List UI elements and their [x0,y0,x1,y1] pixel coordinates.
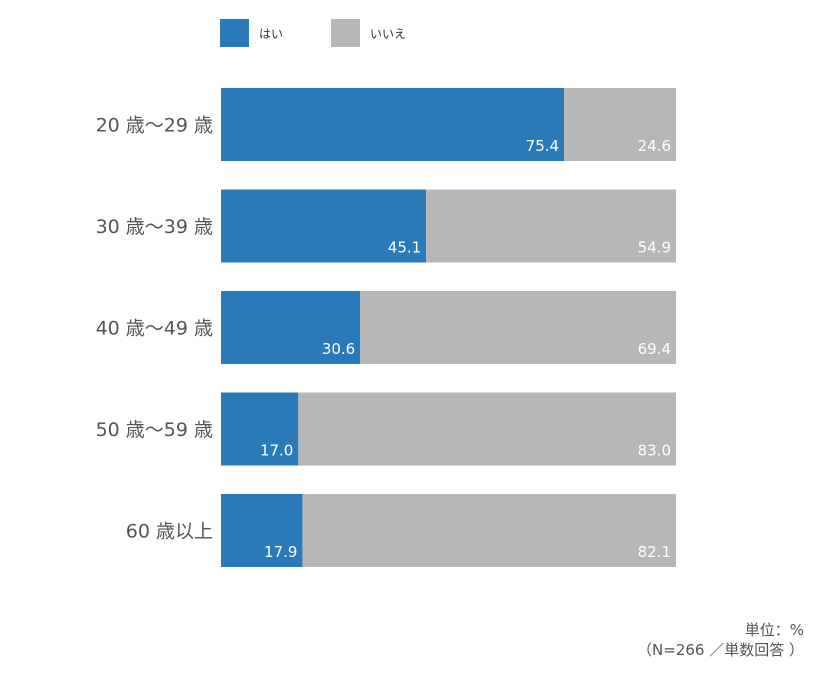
legend-label-yes: はい [259,26,284,41]
data-label-no: 82.1 [638,543,671,561]
bar-segment-yes [221,494,303,567]
data-label-yes: 30.6 [322,340,355,358]
category-label: 50 歳〜59 歳 [96,419,213,441]
data-label-yes: 75.4 [526,137,559,155]
data-label-yes: 45.1 [388,239,421,257]
data-label-yes: 17.0 [260,442,293,460]
legend-item-no: いいえ [331,19,406,47]
category-label: 30 歳〜39 歳 [96,216,213,238]
legend-item-yes: はい [220,19,283,47]
bar-segment-no [564,88,676,161]
bar-segment-no [302,494,676,567]
footnote: 単位：% （N=266 ／単数回答 ） [637,620,804,660]
data-label-no: 69.4 [638,340,671,358]
data-label-no: 83.0 [638,442,671,460]
sample-note: （N=266 ／単数回答 ） [637,641,804,659]
bar-segment-yes [221,291,361,364]
legend-label-no: いいえ [370,26,407,41]
data-label-no: 24.6 [638,137,671,155]
bar-segment-no [298,392,676,466]
legend-swatch-yes [220,19,249,47]
bar-segment-no [360,291,676,364]
bar-segment-no [426,189,676,263]
unit-note: 単位：% [744,621,804,639]
data-label-yes: 17.9 [264,543,297,561]
category-label: 60 歳以上 [126,521,213,543]
bar-segment-yes [221,392,299,466]
bar-segment-yes [221,189,427,263]
data-label-no: 54.9 [638,239,671,257]
category-label: 20 歳〜29 歳 [96,115,213,137]
legend-swatch-no [331,19,360,47]
bar-segment-yes [221,88,565,161]
category-label: 40 歳〜49 歳 [96,318,213,340]
